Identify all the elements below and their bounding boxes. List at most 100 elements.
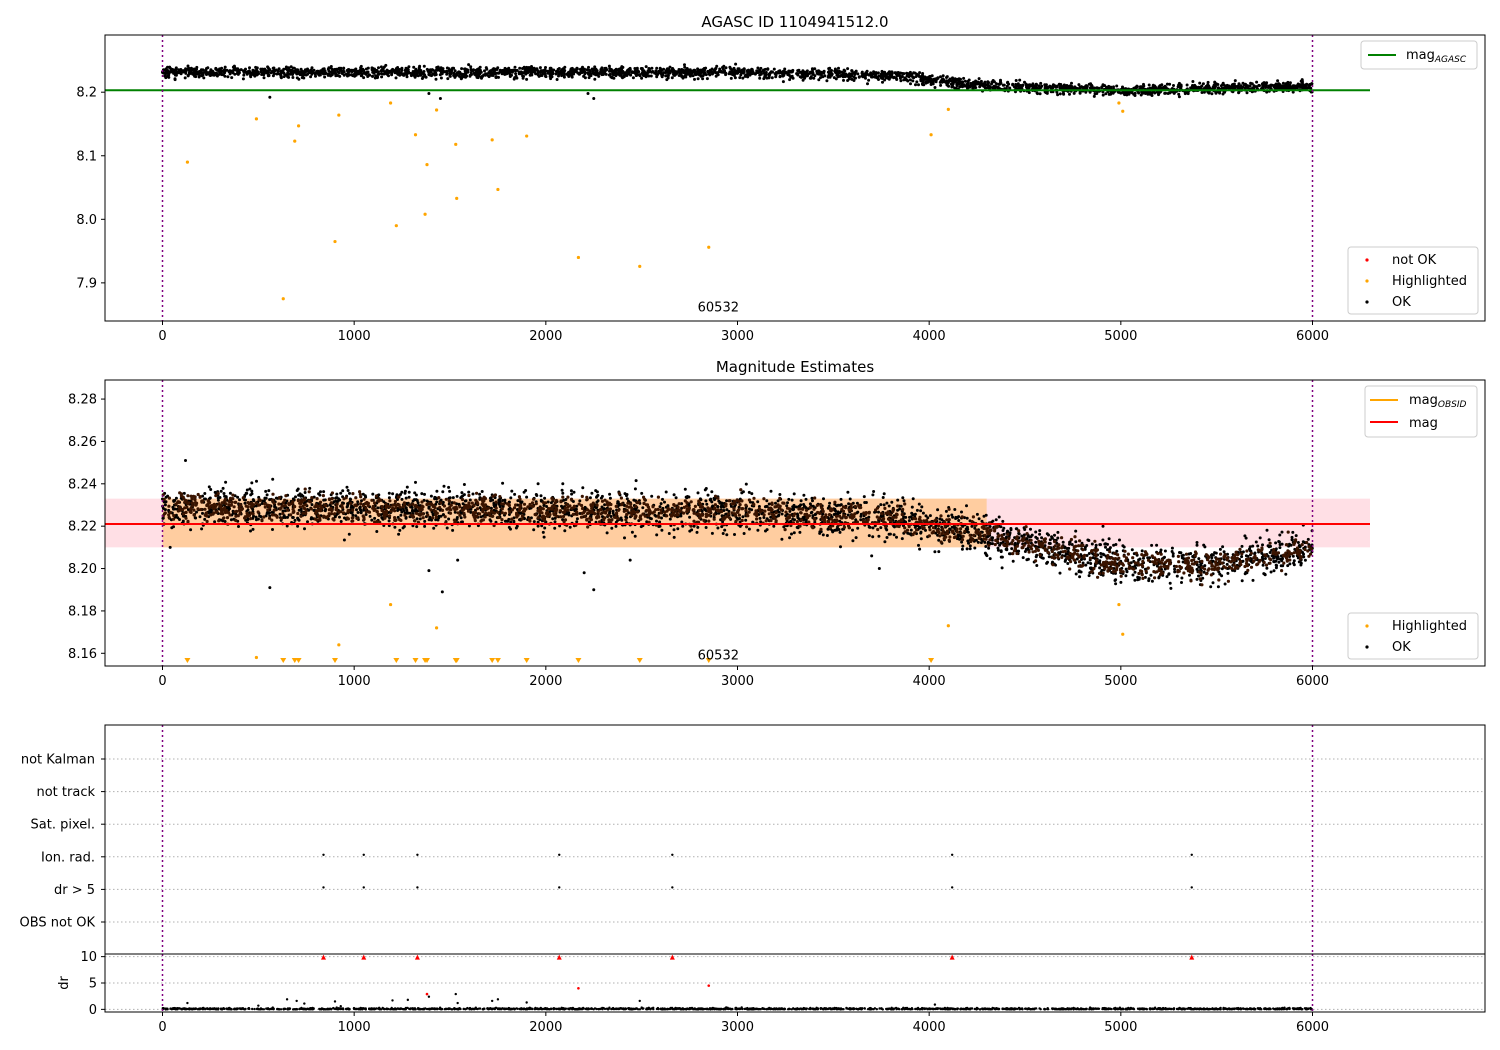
ok-point — [279, 69, 283, 73]
ok-point — [1276, 79, 1280, 83]
ok-point — [497, 75, 500, 79]
ok-point — [423, 492, 426, 496]
ok-point — [972, 85, 976, 89]
ok-point — [840, 73, 844, 77]
ok-point — [359, 66, 363, 70]
ok-point — [213, 490, 217, 494]
ok-point — [561, 491, 565, 495]
ok-point — [295, 76, 299, 80]
ok-point — [291, 516, 295, 519]
ok-point — [750, 492, 754, 496]
ok-point — [249, 529, 252, 533]
ok-point — [203, 517, 207, 521]
ok-point — [222, 70, 226, 74]
ok-point — [230, 76, 234, 80]
ok-point — [1050, 535, 1054, 539]
ok-point — [846, 513, 850, 517]
ok-point — [931, 82, 935, 86]
ok-point — [696, 491, 700, 495]
ok-point — [228, 507, 231, 511]
ok-point — [297, 508, 301, 512]
ok-point — [756, 71, 760, 74]
ok-point — [317, 492, 321, 496]
ok-point — [526, 69, 530, 73]
ok-point — [636, 69, 640, 73]
ok-point — [235, 68, 239, 72]
ok-point — [345, 485, 349, 489]
ok-point — [595, 490, 599, 494]
ok-point — [756, 528, 760, 532]
ok-point — [810, 67, 814, 71]
ok-point — [287, 66, 291, 70]
ok-point — [724, 66, 728, 70]
ok-point — [468, 498, 472, 502]
ok-point — [173, 78, 177, 82]
ok-point — [1186, 92, 1190, 96]
highlighted-point — [413, 133, 418, 137]
ok-point — [543, 526, 547, 530]
ok-point — [1038, 92, 1042, 96]
ok-point — [616, 72, 619, 76]
ok-point — [514, 526, 518, 530]
ok-point — [659, 71, 663, 75]
ok-point — [734, 62, 738, 66]
ok-point — [536, 482, 540, 486]
ok-point — [469, 68, 473, 72]
ok-point — [600, 494, 604, 498]
ok-point — [198, 515, 202, 519]
panel1-x-tick-label: 6000 — [1296, 329, 1329, 344]
ok-point — [1168, 82, 1172, 86]
ok-point — [262, 499, 266, 503]
ok-point — [387, 519, 391, 523]
ok-point — [946, 83, 950, 87]
ok-point — [1133, 578, 1137, 582]
ok-point — [683, 63, 686, 67]
ok-point — [224, 480, 228, 484]
ok-point — [1149, 573, 1153, 577]
ok-point — [955, 84, 959, 88]
ok-point — [238, 68, 241, 72]
ok-point — [957, 519, 961, 522]
ok-point — [1209, 585, 1213, 589]
ok-point — [418, 64, 422, 68]
ok-point — [608, 67, 612, 70]
ok-point — [352, 72, 356, 76]
ok-point — [924, 80, 928, 84]
ok-point — [899, 71, 903, 75]
ok-point — [356, 500, 360, 504]
ok-point — [501, 499, 505, 502]
ok-point — [795, 505, 798, 509]
ok-point — [422, 64, 426, 68]
ok-point — [250, 492, 254, 496]
panel1-y-tick-label: 8.0 — [76, 213, 97, 228]
ok-point — [338, 515, 341, 519]
ok-point — [251, 527, 255, 531]
ok-point — [611, 71, 615, 75]
ok-point — [790, 70, 794, 74]
ok-point — [623, 72, 627, 76]
ok-point — [296, 524, 300, 528]
ok-point — [620, 75, 624, 79]
ok-point — [187, 66, 191, 70]
ok-point — [837, 70, 841, 74]
ok-point — [277, 67, 281, 71]
ok-point — [255, 67, 259, 71]
ok-point — [1298, 85, 1301, 88]
ok-point — [375, 76, 379, 80]
ok-point — [304, 69, 308, 73]
ok-point — [1248, 84, 1252, 88]
ok-point — [1078, 575, 1082, 579]
ok-point — [681, 524, 685, 528]
ok-point — [707, 69, 711, 73]
ok-point — [560, 74, 564, 78]
ok-point — [867, 73, 871, 77]
ok-point — [867, 78, 871, 82]
ok-point — [1011, 82, 1015, 86]
ok-point — [520, 71, 524, 75]
ok-point — [896, 508, 900, 512]
ok-point — [1281, 81, 1285, 85]
ok-point — [962, 83, 966, 87]
ok-point — [368, 514, 372, 518]
ok-point — [618, 67, 622, 71]
ok-point — [376, 72, 380, 76]
